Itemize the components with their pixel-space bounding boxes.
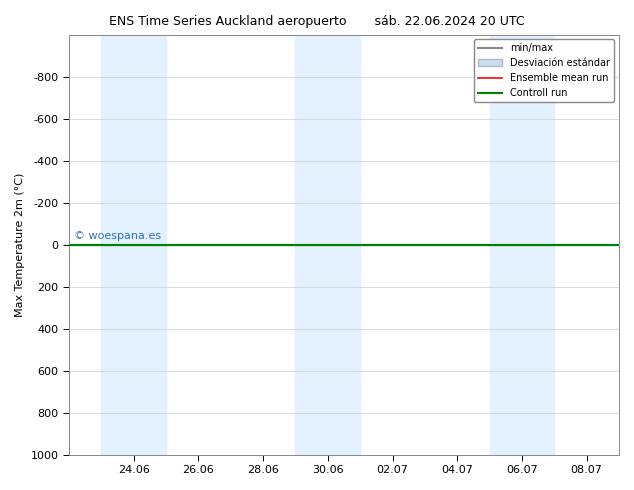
Legend: min/max, Desviación estándar, Ensemble mean run, Controll run: min/max, Desviación estándar, Ensemble m… [474,40,614,102]
Y-axis label: Max Temperature 2m (°C): Max Temperature 2m (°C) [15,172,25,317]
Bar [295,35,360,455]
Text: ENS Time Series Auckland aeropuerto       sáb. 22.06.2024 20 UTC: ENS Time Series Auckland aeropuerto sáb.… [109,15,525,28]
Bar [489,35,554,455]
Bar [101,35,166,455]
Text: © woespana.es: © woespana.es [74,231,162,241]
